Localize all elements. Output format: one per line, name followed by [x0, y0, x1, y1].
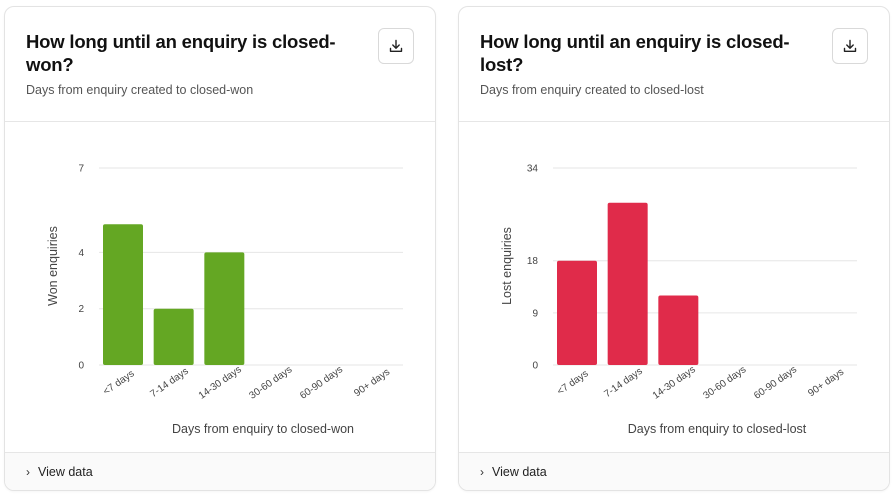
card-subtitle: Days from enquiry created to closed-lost [480, 83, 704, 97]
lost-chart-card: How long until an enquiry is closed-lost… [458, 6, 890, 491]
bar [557, 260, 597, 365]
chevron-right-icon: › [480, 464, 484, 479]
bar [103, 224, 143, 365]
view-data-toggle[interactable]: › View data [459, 452, 889, 490]
view-data-toggle[interactable]: › View data [5, 452, 435, 490]
card-title: How long until an enquiry is closed-won? [26, 31, 336, 75]
y-tick-label: 18 [527, 256, 539, 267]
x-tick-label: 60-90 days [752, 364, 799, 401]
view-data-label: View data [38, 464, 93, 479]
won-chart-card: How long until an enquiry is closed-won?… [4, 6, 436, 491]
y-tick-label: 2 [78, 304, 84, 315]
y-tick-label: 34 [527, 164, 539, 175]
card-header: How long until an enquiry is closed-won?… [5, 7, 435, 122]
bar [658, 295, 699, 365]
x-tick-label: 14-30 days [197, 364, 244, 401]
x-tick-label: 30-60 days [247, 364, 294, 401]
download-button[interactable] [378, 28, 414, 64]
x-axis-title: Days from enquiry to closed-won [172, 422, 354, 436]
x-tick-label: 90+ days [352, 367, 392, 399]
won-chart-svg: 0 2 4 7 <7 days 7-14 days 14-30 days 30-60 days… [46, 164, 403, 436]
x-tick-label: 7-14 days [602, 366, 644, 400]
view-data-label: View data [492, 464, 547, 479]
y-tick-label: 9 [532, 308, 538, 319]
x-tick-label: 60-90 days [298, 364, 345, 401]
bar [607, 202, 648, 365]
lost-chart-svg: 0 9 18 34 <7 days 7-14 days 14-30 days 30-60 da… [500, 164, 857, 436]
x-tick-label: 14-30 days [651, 364, 698, 401]
download-icon [843, 39, 857, 52]
x-axis-title: Days from enquiry to closed-lost [628, 422, 807, 436]
x-tick-label: <7 days [555, 368, 590, 397]
x-tick-label: 30-60 days [701, 364, 748, 401]
y-tick-label: 0 [78, 361, 84, 372]
bar [204, 252, 245, 365]
download-button[interactable] [832, 28, 868, 64]
bar [153, 308, 194, 365]
chevron-right-icon: › [26, 464, 30, 479]
card-title: How long until an enquiry is closed-lost… [480, 31, 790, 75]
x-tick-label: <7 days [101, 368, 136, 397]
card-subtitle: Days from enquiry created to closed-won [26, 83, 254, 97]
lost-bar-chart: 0 9 18 34 <7 days 7-14 days 14-30 days 30-60 da… [459, 123, 889, 453]
y-axis-title: Lost enquiries [500, 227, 514, 305]
y-axis-title: Won enquiries [46, 226, 60, 306]
x-tick-label: 7-14 days [148, 366, 190, 400]
won-bar-chart: 0 2 4 7 <7 days 7-14 days 14-30 days 30-60 days… [5, 123, 435, 453]
download-icon [389, 39, 403, 52]
y-tick-label: 4 [78, 248, 84, 259]
y-tick-label: 7 [78, 164, 84, 175]
card-header: How long until an enquiry is closed-lost… [459, 7, 889, 122]
x-tick-label: 90+ days [806, 367, 846, 399]
y-tick-label: 0 [532, 361, 538, 372]
